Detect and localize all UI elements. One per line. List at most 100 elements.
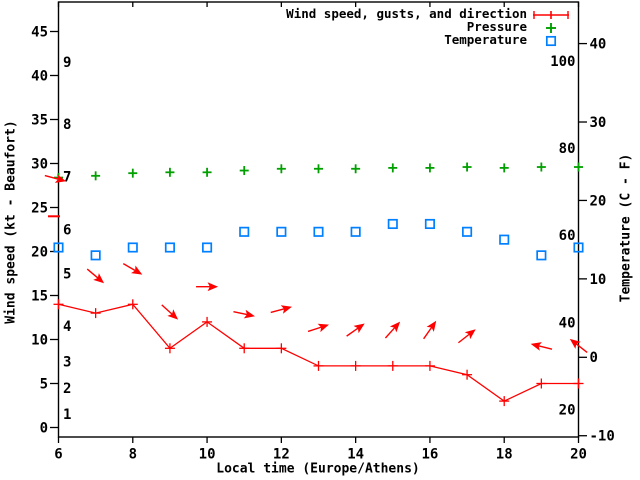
beaufort-scale-label: 5 <box>63 266 71 282</box>
temperature-point <box>164 242 175 253</box>
temperature-point <box>536 250 547 261</box>
y-axis-tick-label: 10 <box>31 332 48 348</box>
temperature-point <box>387 218 398 230</box>
pressure-point <box>388 163 398 173</box>
y2-axis-tick-label: 40 <box>590 36 607 52</box>
wind-speed-markers <box>53 299 584 407</box>
pressure-point <box>314 164 323 174</box>
pressure-point <box>351 164 361 174</box>
x-axis-tick-label: 14 <box>347 446 364 462</box>
pressure-point <box>425 163 435 173</box>
wind-direction-arrow <box>233 309 255 319</box>
y2-axis-title: Temperature (C - F) <box>618 153 634 303</box>
y-axis-tick-label: 35 <box>31 112 48 128</box>
legend-marker-open-square <box>532 33 570 47</box>
legend-entry: Wind speed, gusts, and direction <box>286 7 570 21</box>
temperature-point <box>276 226 287 237</box>
wind-direction-arrow <box>161 304 179 320</box>
x-axis-tick-label: 12 <box>273 446 290 462</box>
beaufort-scale-label: 1 <box>63 407 71 423</box>
legend-marker-errorbar-line <box>532 7 570 21</box>
temperature-point <box>462 226 473 237</box>
plot-border <box>57 1 580 438</box>
wind-direction-arrow <box>569 338 588 353</box>
x-axis-tick-label: 16 <box>421 446 438 462</box>
pressure-point <box>536 162 546 172</box>
y2-axis-tick-label: 10 <box>590 272 607 288</box>
wind-direction-arrow <box>86 268 105 284</box>
y-axis-tick-label: 40 <box>31 68 48 84</box>
beaufort-scale-label: 7 <box>63 170 71 186</box>
y-axis-tick-label: 25 <box>31 200 48 216</box>
y-axis-tick-label: 0 <box>40 420 48 436</box>
wind-direction-arrow <box>307 323 329 333</box>
pressure-point <box>165 167 175 177</box>
x-axis-tick-label: 20 <box>570 446 587 462</box>
wind-speed-line <box>58 303 579 402</box>
fahrenheit-scale-label: 20 <box>559 402 576 418</box>
pressure-point <box>128 168 138 178</box>
pressure-point <box>462 162 472 172</box>
wind-direction-arrow <box>196 282 219 292</box>
y2-axis-tick-label: 20 <box>590 193 607 209</box>
wind-direction-arrow <box>530 342 553 351</box>
legend-marker-plus <box>532 20 570 34</box>
fahrenheit-scale-label: 100 <box>550 54 575 70</box>
temperature-point <box>53 242 64 253</box>
temperature-point <box>127 242 138 253</box>
beaufort-scale-label: 2 <box>63 381 71 397</box>
wind-direction-arrow <box>346 323 365 337</box>
wind-direction-arrow <box>44 174 67 183</box>
temperature-point <box>424 218 435 230</box>
y-axis-tick-label: 30 <box>31 156 48 172</box>
y-axis-title: Wind speed (kt - Beaufort) <box>3 120 19 324</box>
temperature-point <box>499 234 510 245</box>
pressure-point <box>499 163 509 173</box>
temperature-point <box>90 250 101 261</box>
legend-label: Temperature <box>444 32 527 47</box>
fahrenheit-scale-label: 60 <box>559 228 576 244</box>
x-axis-tick-label: 6 <box>54 446 62 462</box>
legend-label: Pressure <box>466 19 527 34</box>
beaufort-scale-label: 6 <box>63 222 71 238</box>
temperature-point <box>573 242 584 253</box>
wind-direction-arrow <box>457 329 476 344</box>
beaufort-scale-label: 9 <box>63 55 71 71</box>
x-axis-tick-label: 8 <box>129 446 137 462</box>
y2-axis-tick-label: -10 <box>590 429 615 445</box>
y2-axis-tick-label: 30 <box>590 115 607 131</box>
temperature-point <box>239 226 250 237</box>
y-axis-tick-label: 15 <box>31 288 48 304</box>
temperature-point <box>313 226 324 237</box>
x-axis-tick-label: 18 <box>496 446 513 462</box>
y-axis-tick-label: 45 <box>31 24 48 40</box>
pressure-point <box>91 171 101 181</box>
y2-axis-tick-label: 0 <box>590 350 598 366</box>
x-axis-title: Local time (Europe/Athens) <box>216 461 420 477</box>
legend-entry: Pressure <box>467 20 570 34</box>
pressure-series <box>54 162 583 183</box>
wind-direction-arrow <box>122 262 143 275</box>
beaufort-scale-label: 4 <box>63 319 71 335</box>
pressure-point <box>202 167 212 177</box>
fahrenheit-scale-label: 40 <box>559 315 576 331</box>
wind-direction-arrow <box>384 321 401 339</box>
y-axis-tick-label: 5 <box>40 376 48 392</box>
legend-label: Wind speed, gusts, and direction <box>286 6 527 21</box>
temperature-series <box>53 218 584 261</box>
x-axis-tick-label: 10 <box>199 446 216 462</box>
pressure-point <box>574 162 583 172</box>
temperature-point <box>350 226 361 237</box>
wind-direction-arrow <box>270 305 292 314</box>
legend-entry: Temperature <box>444 33 570 47</box>
wind-direction-arrow <box>423 320 437 340</box>
y-axis-tick-label: 20 <box>31 244 48 260</box>
beaufort-scale-label: 3 <box>63 354 71 370</box>
pressure-point <box>276 164 286 174</box>
pressure-point <box>239 166 249 176</box>
beaufort-scale-label: 8 <box>63 117 71 133</box>
temperature-point <box>202 242 213 253</box>
fahrenheit-scale-label: 80 <box>559 141 576 157</box>
